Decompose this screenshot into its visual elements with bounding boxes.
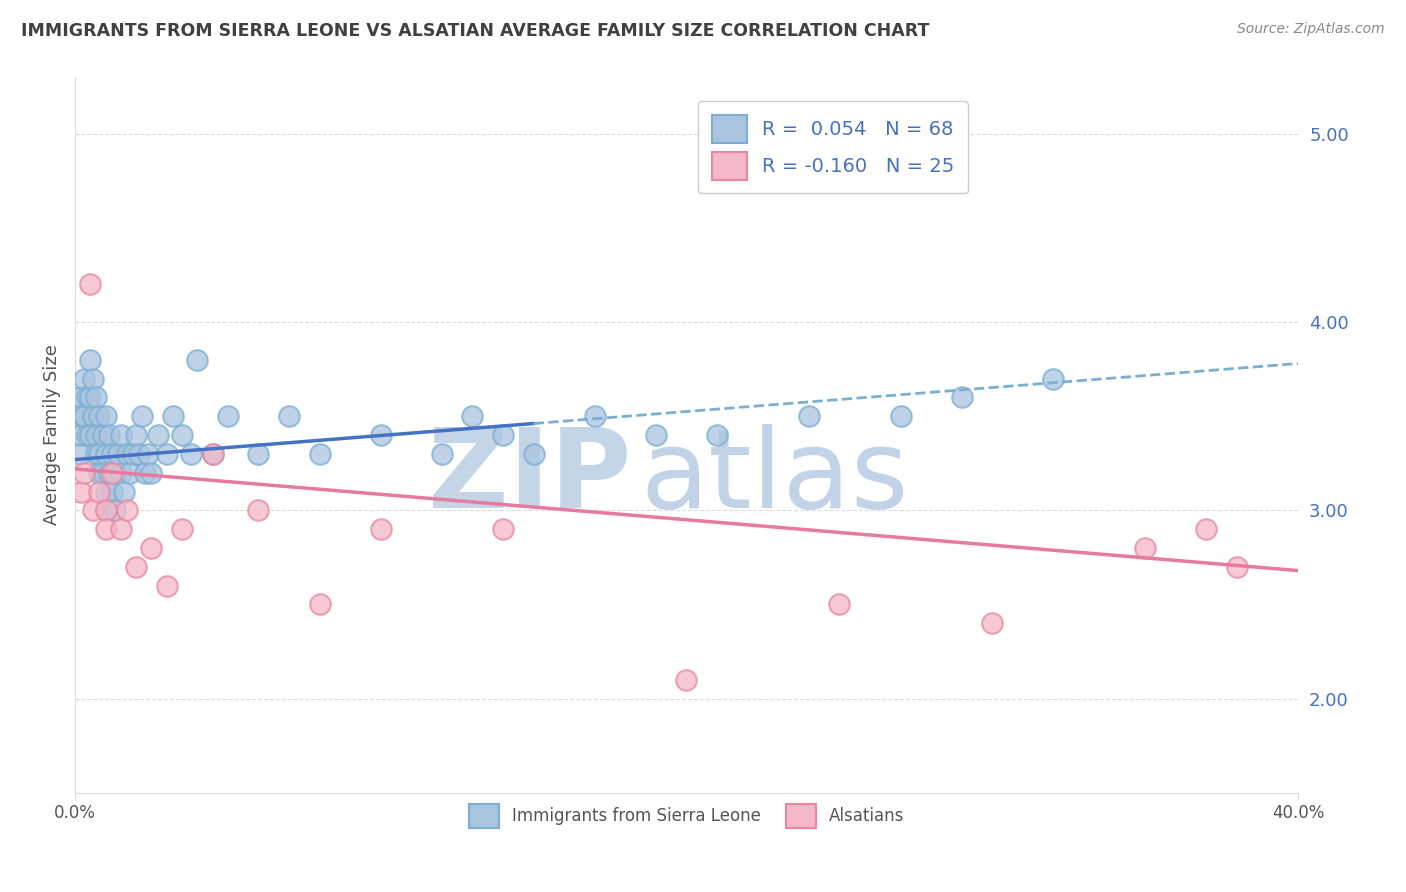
Point (115, 503, 138, 517)
Point (278, 409, 301, 424)
Point (79, 352, 101, 367)
Point (89, 466, 111, 480)
Point (97, 466, 120, 480)
Point (1195, 522, 1218, 536)
Point (110, 522, 132, 536)
Point (73, 409, 96, 424)
Text: atlas: atlas (640, 425, 908, 532)
Point (146, 428, 169, 442)
Point (308, 598, 330, 612)
Text: Source: ZipAtlas.com: Source: ZipAtlas.com (1237, 22, 1385, 37)
Point (430, 447, 453, 461)
Point (247, 447, 270, 461)
Point (94, 503, 117, 517)
Point (186, 352, 208, 367)
Point (950, 391, 973, 405)
Point (76, 428, 98, 442)
Point (89, 447, 111, 461)
Point (69, 447, 91, 461)
Point (201, 447, 224, 461)
Point (797, 409, 820, 424)
Point (247, 503, 270, 517)
Point (89, 484, 111, 499)
Point (125, 559, 148, 574)
Point (86, 391, 108, 405)
Legend: Immigrants from Sierra Leone, Alsatians: Immigrants from Sierra Leone, Alsatians (461, 797, 911, 834)
Point (134, 466, 156, 480)
Point (76, 391, 98, 405)
Point (889, 409, 911, 424)
Point (86, 447, 108, 461)
Point (82, 371, 104, 385)
Point (110, 466, 132, 480)
Point (104, 503, 127, 517)
Point (94, 409, 117, 424)
Point (91, 428, 114, 442)
Point (492, 428, 515, 442)
Point (94, 503, 117, 517)
Point (138, 447, 160, 461)
Point (82, 409, 104, 424)
Point (100, 447, 122, 461)
Point (89, 409, 111, 424)
Point (70, 484, 93, 499)
Point (112, 484, 135, 499)
Point (100, 466, 122, 480)
Point (70, 428, 93, 442)
Point (201, 447, 224, 461)
Point (180, 447, 202, 461)
Point (94, 522, 117, 536)
Point (100, 484, 122, 499)
Point (523, 447, 546, 461)
Point (170, 522, 193, 536)
Point (828, 598, 851, 612)
Point (370, 522, 392, 536)
Point (115, 447, 138, 461)
Point (370, 428, 392, 442)
Point (675, 673, 697, 687)
Point (70, 391, 93, 405)
Point (308, 447, 330, 461)
Point (86, 428, 108, 442)
Point (91, 466, 114, 480)
Point (118, 466, 141, 480)
Point (73, 466, 96, 480)
Point (131, 409, 153, 424)
Point (156, 447, 179, 461)
Point (67, 409, 90, 424)
Point (141, 541, 163, 555)
Point (97, 428, 120, 442)
Point (79, 428, 101, 442)
Text: IMMIGRANTS FROM SIERRA LEONE VS ALSATIAN AVERAGE FAMILY SIZE CORRELATION CHART: IMMIGRANTS FROM SIERRA LEONE VS ALSATIAN… (21, 22, 929, 40)
Point (72, 409, 94, 424)
Point (125, 428, 148, 442)
Point (107, 447, 129, 461)
Point (706, 428, 728, 442)
Point (141, 466, 163, 480)
Point (156, 579, 179, 593)
Point (645, 428, 668, 442)
Point (79, 277, 101, 292)
Point (170, 428, 193, 442)
Point (1042, 371, 1064, 385)
Point (981, 616, 1004, 631)
Point (1226, 559, 1249, 574)
Point (1133, 541, 1156, 555)
Point (583, 409, 606, 424)
Point (73, 371, 96, 385)
Point (110, 428, 132, 442)
Point (162, 409, 184, 424)
Point (79, 391, 101, 405)
Point (492, 522, 515, 536)
Y-axis label: Average Family Size: Average Family Size (44, 344, 60, 525)
Point (94, 484, 117, 499)
Point (122, 447, 145, 461)
Point (128, 447, 150, 461)
Point (94, 447, 117, 461)
Text: ZIP: ZIP (427, 425, 631, 532)
Point (217, 409, 239, 424)
Point (461, 409, 484, 424)
Point (104, 466, 127, 480)
Point (82, 503, 104, 517)
